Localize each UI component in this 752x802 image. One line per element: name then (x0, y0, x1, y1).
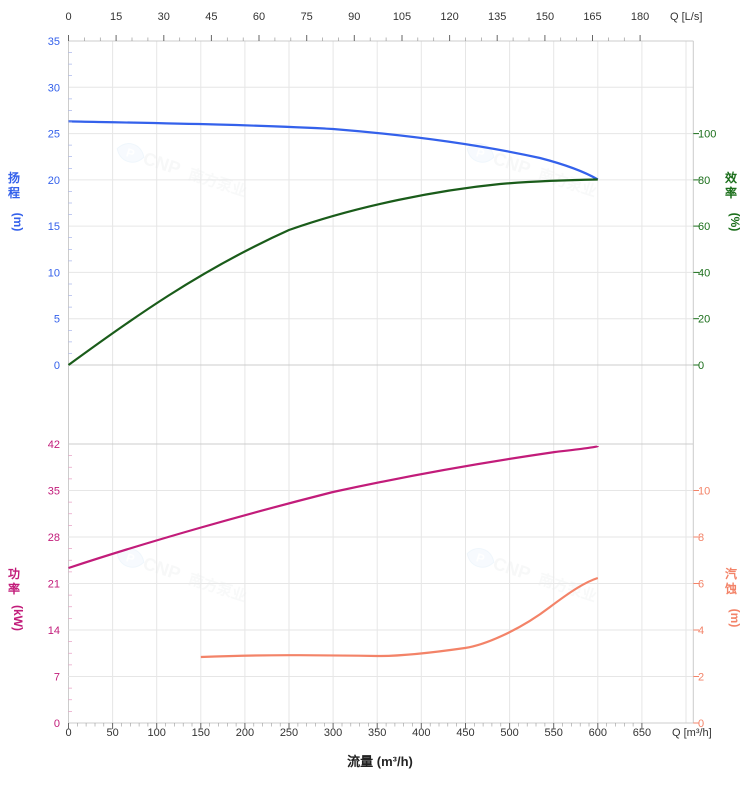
svg-text:4: 4 (698, 625, 704, 637)
svg-text:40: 40 (698, 267, 710, 279)
svg-text:汽: 汽 (725, 566, 737, 581)
svg-text:程: 程 (8, 185, 20, 200)
svg-text:35: 35 (48, 486, 60, 498)
svg-text:10: 10 (48, 267, 60, 279)
svg-text:(m): (m) (11, 213, 25, 232)
svg-text:30: 30 (48, 82, 60, 94)
svg-text:(m): (m) (728, 609, 742, 628)
svg-text:效: 效 (725, 170, 738, 185)
svg-text:135: 135 (488, 11, 506, 23)
svg-text:30: 30 (158, 11, 170, 23)
svg-text:90: 90 (348, 11, 360, 23)
svg-text:15: 15 (48, 221, 60, 233)
svg-text:功: 功 (8, 566, 20, 581)
svg-text:20: 20 (698, 314, 710, 326)
svg-text:扬: 扬 (8, 170, 20, 185)
svg-text:120: 120 (440, 11, 458, 23)
svg-text:Q [m³/h]: Q [m³/h] (672, 727, 712, 739)
svg-text:180: 180 (631, 11, 649, 23)
svg-text:率: 率 (725, 185, 737, 200)
svg-text:0: 0 (65, 11, 71, 23)
svg-text:7: 7 (54, 672, 60, 684)
svg-text:(kW): (kW) (11, 605, 25, 631)
svg-text:75: 75 (301, 11, 313, 23)
svg-text:蚀: 蚀 (724, 581, 737, 596)
svg-text:15: 15 (110, 11, 122, 23)
svg-text:80: 80 (698, 175, 710, 187)
svg-text:0: 0 (698, 360, 704, 372)
svg-text:28: 28 (48, 532, 60, 544)
svg-text:21: 21 (48, 579, 60, 591)
svg-text:0: 0 (54, 360, 60, 372)
svg-text:42: 42 (48, 439, 60, 451)
svg-text:8: 8 (698, 532, 704, 544)
svg-text:14: 14 (48, 625, 60, 637)
svg-text:6: 6 (698, 579, 704, 591)
svg-text:35: 35 (48, 36, 60, 48)
svg-text:率: 率 (8, 581, 20, 596)
svg-text:5: 5 (54, 314, 60, 326)
svg-text:150: 150 (536, 11, 554, 23)
svg-text:60: 60 (698, 221, 710, 233)
svg-text:100: 100 (698, 129, 716, 141)
svg-text:流量 (m³/h): 流量 (m³/h) (347, 754, 413, 769)
svg-text:2: 2 (698, 672, 704, 684)
svg-text:45: 45 (205, 11, 217, 23)
svg-text:60: 60 (253, 11, 265, 23)
svg-text:10: 10 (698, 486, 710, 498)
svg-text:0: 0 (54, 718, 60, 730)
svg-text:105: 105 (393, 11, 411, 23)
svg-text:(%): (%) (728, 213, 742, 232)
svg-text:25: 25 (48, 129, 60, 141)
svg-text:165: 165 (583, 11, 601, 23)
svg-text:20: 20 (48, 175, 60, 187)
svg-text:Q [L/s]: Q [L/s] (670, 11, 702, 23)
